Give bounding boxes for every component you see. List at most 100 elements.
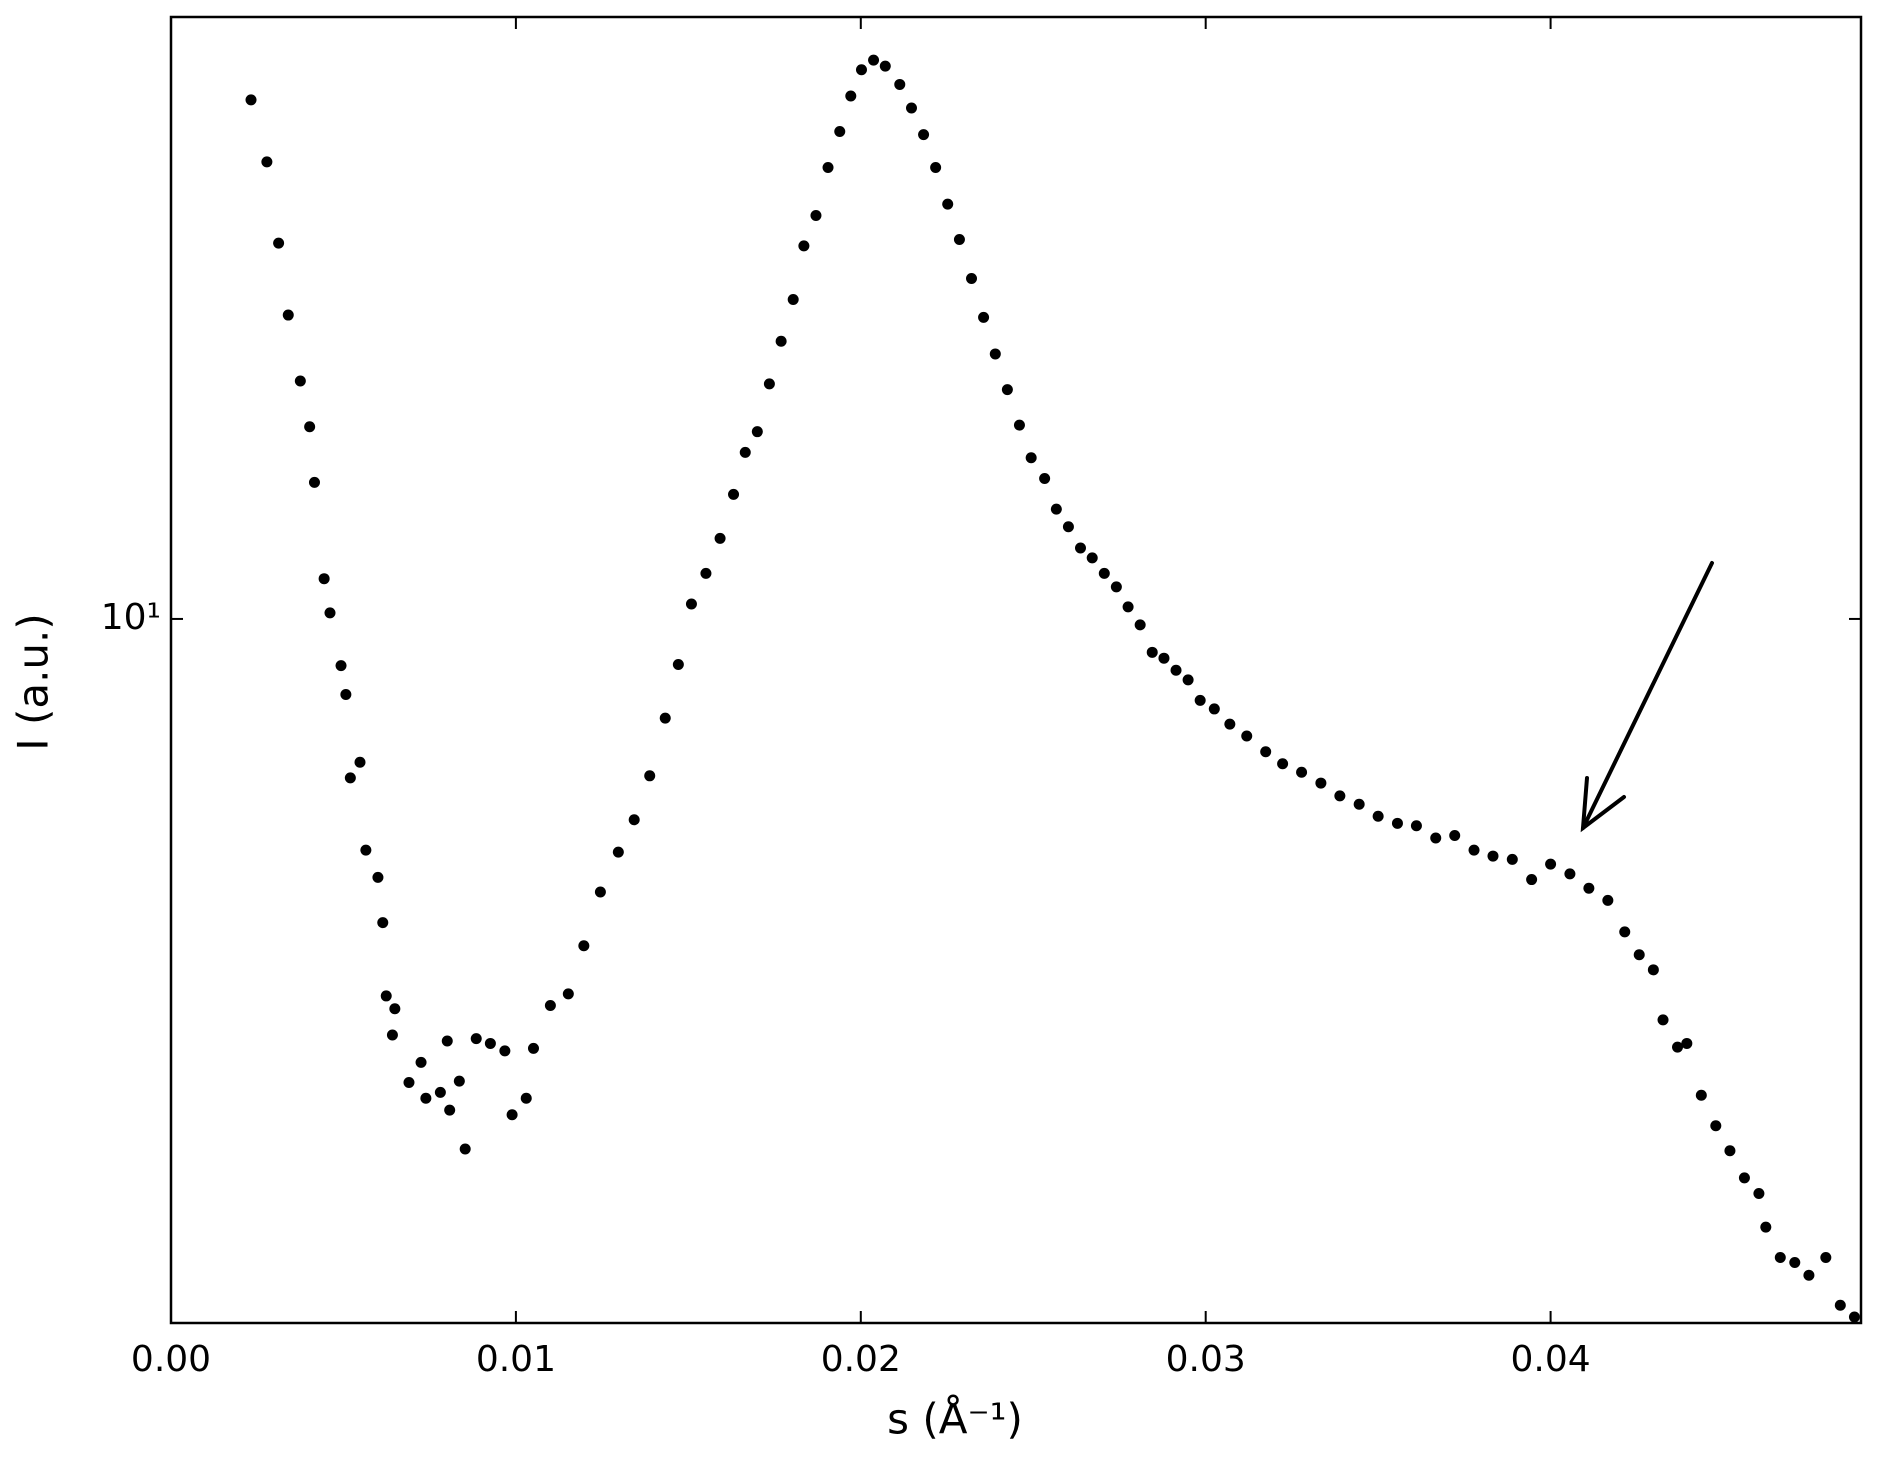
data-point: [1602, 894, 1614, 906]
data-point: [453, 1075, 465, 1087]
data-point: [245, 94, 257, 106]
data-point: [1449, 830, 1461, 842]
data-point: [739, 446, 751, 458]
data-point: [1672, 1041, 1684, 1053]
plot-frame: [169, 15, 1863, 1325]
data-point: [787, 293, 799, 305]
x-tick-label: 0.00: [131, 1339, 211, 1380]
data-point: [612, 846, 624, 858]
data-point: [354, 756, 366, 768]
data-point: [1545, 858, 1557, 870]
data-point: [1001, 384, 1013, 396]
data-point: [527, 1042, 539, 1054]
data-point: [1315, 777, 1327, 789]
data-point: [261, 156, 273, 168]
data-point: [978, 311, 990, 323]
data-point: [1098, 567, 1110, 579]
data-point: [1241, 730, 1253, 742]
data-point: [1110, 581, 1122, 593]
data-point: [879, 60, 891, 72]
data-point: [1050, 503, 1062, 515]
data-point: [304, 421, 316, 433]
data-point: [1224, 718, 1236, 730]
data-point: [273, 237, 285, 249]
data-point: [1039, 472, 1051, 484]
data-point: [1182, 674, 1194, 686]
data-point: [420, 1092, 432, 1104]
data-point: [942, 198, 954, 210]
data-point: [470, 1033, 482, 1045]
data-point: [1506, 853, 1518, 865]
data-point: [644, 770, 656, 782]
data-point: [966, 273, 978, 285]
x-tick-label: 0.02: [821, 1339, 901, 1380]
data-point: [894, 78, 906, 90]
data-point: [1583, 882, 1595, 894]
data-point: [1158, 652, 1170, 664]
data-point: [1277, 758, 1289, 770]
data-point: [386, 1029, 398, 1041]
data-point: [1681, 1037, 1693, 1049]
data-point: [628, 814, 640, 826]
data-point: [1789, 1256, 1801, 1268]
arrow-head: [1580, 776, 1626, 833]
x-tick-label: 0.03: [1166, 1339, 1246, 1380]
data-point: [1760, 1221, 1772, 1233]
data-point: [685, 598, 697, 610]
data-point: [905, 102, 917, 114]
data-point: [1170, 664, 1182, 676]
data-point: [1062, 521, 1074, 533]
data-point: [1468, 844, 1480, 856]
data-point: [318, 573, 330, 585]
data-point: [520, 1092, 532, 1104]
data-point: [1334, 790, 1346, 802]
data-point: [714, 532, 726, 544]
data-point: [700, 567, 712, 579]
data-point: [506, 1109, 518, 1121]
data-point: [930, 161, 942, 173]
data-point: [834, 126, 846, 138]
data-point: [377, 917, 389, 929]
data-point: [1834, 1299, 1846, 1311]
data-point: [1410, 820, 1422, 832]
data-point: [1122, 601, 1134, 613]
data-point: [1208, 703, 1220, 715]
arrow-shaft: [1581, 561, 1714, 830]
data-point: [294, 375, 306, 387]
data-point: [953, 234, 965, 246]
data-point: [918, 129, 930, 141]
data-point: [1353, 798, 1365, 810]
data-point: [1074, 542, 1086, 554]
data-point: [1848, 1311, 1860, 1323]
data-point: [822, 161, 834, 173]
data-point: [594, 886, 606, 898]
data-point: [324, 607, 336, 619]
data-point: [775, 335, 787, 347]
data-point: [340, 688, 352, 700]
data-point: [1820, 1252, 1832, 1264]
data-point: [1803, 1269, 1815, 1281]
data-point: [1647, 964, 1659, 976]
data-point: [1372, 810, 1384, 822]
data-point: [578, 940, 590, 952]
data-point: [1296, 766, 1308, 778]
data-point: [1194, 694, 1206, 706]
data-point: [434, 1086, 446, 1098]
data-point: [1391, 817, 1403, 829]
data-point: [1695, 1089, 1707, 1101]
data-point: [810, 209, 822, 221]
data-point: [1738, 1172, 1750, 1184]
data-point: [389, 1003, 401, 1015]
data-point: [659, 712, 671, 724]
data-point: [1146, 646, 1158, 658]
data-point: [1086, 552, 1098, 564]
data-point: [1564, 868, 1576, 880]
data-point: [1753, 1187, 1765, 1199]
data-point: [444, 1104, 456, 1116]
data-point: [1526, 874, 1538, 886]
data-point: [1260, 746, 1272, 758]
data-point: [1774, 1252, 1786, 1264]
x-axis-label: s (Å⁻¹): [887, 1394, 1023, 1444]
